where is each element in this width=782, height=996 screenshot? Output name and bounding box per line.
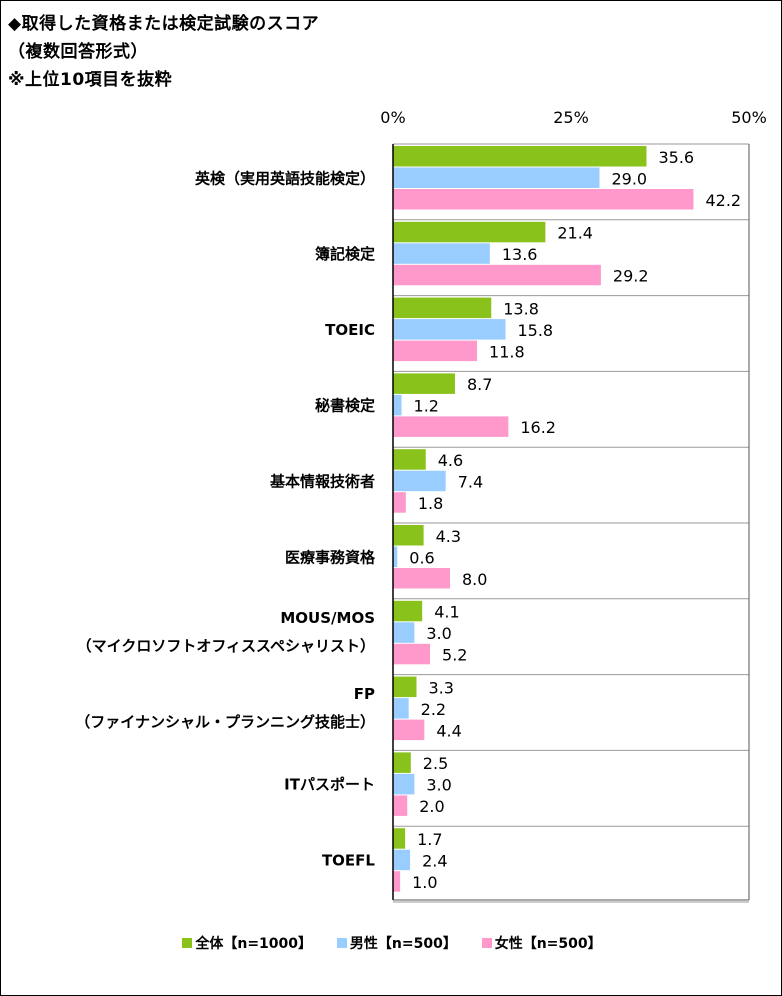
value-label-all: 8.7	[467, 375, 492, 394]
chart-subtitle: （複数回答形式）	[8, 42, 148, 62]
category-label: （マイクロソフトオフィススペシャリスト）	[77, 637, 375, 655]
category-label: TOEIC	[325, 321, 375, 339]
value-label-female: 11.8	[489, 342, 525, 361]
bar-all	[393, 828, 406, 849]
value-label-male: 2.2	[421, 700, 446, 719]
chart-note: ※上位10項目を抜粋	[8, 70, 173, 90]
bar-all	[393, 449, 426, 470]
value-label-male: 2.4	[422, 851, 447, 870]
value-label-all: 1.7	[417, 830, 442, 849]
category-label: TOEFL	[322, 851, 375, 869]
category-label: （ファイナンシャル・プランニング技能士）	[75, 713, 375, 731]
category-label: 簿記検定	[315, 245, 375, 263]
value-label-male: 7.4	[458, 472, 483, 491]
bar-all	[393, 676, 417, 698]
value-label-all: 4.1	[434, 603, 459, 622]
value-label-male: 0.6	[409, 548, 434, 567]
legend-swatch-all	[182, 938, 193, 948]
value-label-male: 29.0	[611, 169, 647, 188]
bar-male	[393, 319, 506, 340]
value-label-female: 4.4	[436, 721, 461, 740]
bar-female	[393, 189, 694, 210]
x-tick-label: 50%	[731, 108, 767, 127]
legend-swatch-female	[481, 938, 492, 948]
value-label-female: 8.0	[462, 570, 487, 589]
bar-male	[393, 546, 398, 567]
bar-male	[393, 243, 490, 264]
value-label-all: 4.6	[438, 451, 463, 470]
category-label: 医療事務資格	[285, 548, 376, 566]
category-label: 英検（実用英語技能検定）	[195, 169, 375, 187]
value-label-all: 13.8	[503, 299, 539, 318]
bar-all	[393, 600, 423, 622]
legend-swatch-male	[336, 938, 347, 948]
x-tick-label: 25%	[553, 108, 589, 127]
bar-all	[393, 373, 455, 394]
bar-male	[393, 773, 415, 795]
value-label-all: 35.6	[658, 148, 694, 167]
category-label: 秘書検定	[315, 397, 375, 415]
bar-female	[393, 340, 478, 362]
bar-female	[393, 492, 406, 513]
legend-item-male: 男性【n=500】	[336, 933, 457, 953]
bar-all	[393, 752, 411, 773]
bar-female	[393, 719, 425, 741]
value-label-all: 4.3	[436, 527, 461, 546]
legend-label-female: 女性【n=500】	[494, 936, 602, 952]
bar-female	[393, 795, 408, 816]
bar-female	[393, 643, 431, 665]
value-label-female: 29.2	[613, 267, 649, 286]
bar-all	[393, 221, 546, 243]
value-label-male: 3.0	[426, 624, 451, 643]
value-label-male: 13.6	[502, 245, 538, 264]
bar-male	[393, 167, 600, 188]
bar-all	[393, 297, 492, 319]
chart-title: ◆取得した資格または検定試験のスコア	[8, 14, 320, 34]
value-label-female: 1.0	[412, 873, 437, 892]
category-label: 基本情報技術者	[269, 472, 375, 490]
legend-item-all: 全体【n=1000】	[182, 933, 312, 953]
bar-male	[393, 394, 402, 416]
category-label: FP	[354, 685, 375, 703]
legend-item-female: 女性【n=500】	[481, 933, 602, 953]
value-label-female: 5.2	[442, 646, 467, 665]
bar-all	[393, 525, 424, 546]
value-label-all: 2.5	[423, 754, 448, 773]
value-label-female: 16.2	[520, 418, 556, 437]
value-label-female: 42.2	[705, 191, 741, 210]
value-label-male: 1.2	[414, 397, 439, 416]
value-label-all: 3.3	[428, 678, 453, 697]
value-label-male: 15.8	[517, 321, 553, 340]
value-label-male: 3.0	[426, 776, 451, 795]
legend: 全体【n=1000】 男性【n=500】 女性【n=500】	[1, 933, 782, 953]
bar-male	[393, 622, 415, 643]
bar-female	[393, 264, 601, 286]
bar-male	[393, 849, 411, 871]
bar-female	[393, 568, 450, 589]
bar-male	[393, 698, 409, 719]
value-label-female: 2.0	[419, 797, 444, 816]
legend-label-male: 男性【n=500】	[349, 936, 457, 952]
value-label-all: 21.4	[557, 224, 593, 243]
bar-female	[393, 416, 509, 437]
x-tick-label: 0%	[380, 108, 405, 127]
bar-all	[393, 146, 647, 167]
category-label: ITパスポート	[284, 776, 375, 794]
bar-male	[393, 470, 446, 492]
value-label-female: 1.8	[418, 494, 443, 513]
bar-female	[393, 871, 401, 892]
category-label: MOUS/MOS	[280, 609, 375, 627]
legend-label-all: 全体【n=1000】	[195, 936, 313, 952]
